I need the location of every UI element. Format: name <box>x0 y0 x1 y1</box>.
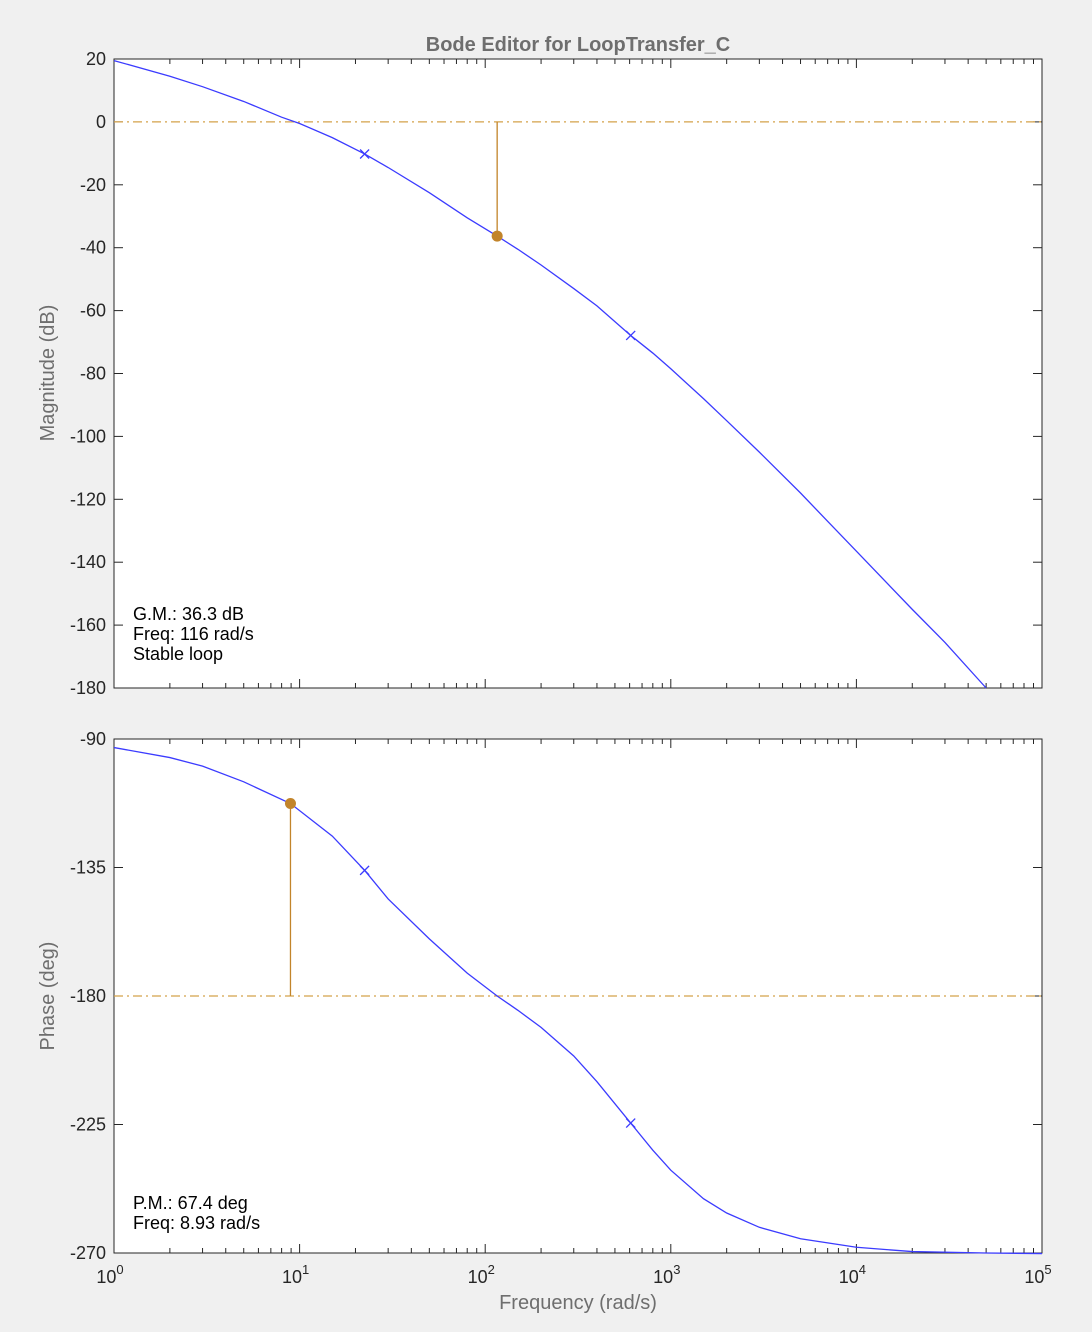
magnitude-y-tick-label: 0 <box>96 112 106 132</box>
frequency-axis-label: Frequency (rad/s) <box>499 1292 657 1314</box>
magnitude-margin-point <box>491 230 503 242</box>
x-tick-label: 100 <box>96 1262 123 1287</box>
gain-margin-freq-text: Freq: 116 rad/s <box>133 624 254 644</box>
magnitude-y-tick-label: -140 <box>70 552 106 572</box>
pole-marker-stroke <box>625 1118 636 1129</box>
magnitude-y-tick-label: -20 <box>80 175 106 195</box>
magnitude-y-tick-label: -120 <box>70 489 106 509</box>
magnitude-y-tick-label: -160 <box>70 615 106 635</box>
phase-y-tick-label: -225 <box>70 1115 106 1135</box>
phase-plot[interactable]: Phase (deg) Frequency (rad/s) -90 -135 -18… <box>37 729 1052 1314</box>
phase-y-tick-label: -180 <box>70 986 106 1006</box>
magnitude-pole-marker <box>359 149 370 159</box>
x-tick-label: 103 <box>653 1262 680 1287</box>
magnitude-response-line <box>113 59 987 689</box>
magnitude-y-tick-label: -100 <box>70 426 106 446</box>
stability-text: Stable loop <box>133 644 223 664</box>
phase-axis-label: Phase (deg) <box>37 942 59 1051</box>
chart-title: Bode Editor for LoopTransfer_C <box>426 34 730 56</box>
phase-response-line <box>113 746 1043 1255</box>
phase-y-tick-label: -90 <box>80 729 106 749</box>
magnitude-plot[interactable]: Bode Editor for LoopTransfer_C Magnitude… <box>37 34 1043 698</box>
x-tick-label: 101 <box>282 1262 309 1287</box>
phase-margin-freq-text: Freq: 8.93 rad/s <box>133 1213 260 1233</box>
phase-margin-text: P.M.: 67.4 deg <box>133 1193 248 1213</box>
magnitude-y-tick-label: -60 <box>80 301 106 321</box>
magnitude-pole-marker <box>625 330 636 341</box>
phase-margin-point <box>284 798 296 810</box>
magnitude-y-tick-label: -180 <box>70 678 106 698</box>
x-tick-label: 104 <box>839 1262 866 1287</box>
pole-marker-stroke <box>359 149 370 159</box>
x-tick-label: 105 <box>1024 1262 1051 1287</box>
phase-y-tick-label: -270 <box>70 1243 106 1263</box>
phase-y-tick-label: -135 <box>70 858 106 878</box>
gain-margin-text: G.M.: 36.3 dB <box>133 604 244 624</box>
magnitude-y-tick-label: 20 <box>86 49 106 69</box>
magnitude-axis-label: Magnitude (dB) <box>37 305 59 442</box>
phase-pole-marker <box>625 1118 636 1129</box>
x-tick-label: 102 <box>468 1262 495 1287</box>
magnitude-y-tick-label: -40 <box>80 238 106 258</box>
pole-marker-stroke <box>359 865 370 876</box>
phase-pole-marker <box>359 865 370 876</box>
pole-marker-stroke <box>625 330 636 341</box>
magnitude-y-tick-label: -80 <box>80 364 106 384</box>
magnitude-axes-box <box>113 58 1043 689</box>
